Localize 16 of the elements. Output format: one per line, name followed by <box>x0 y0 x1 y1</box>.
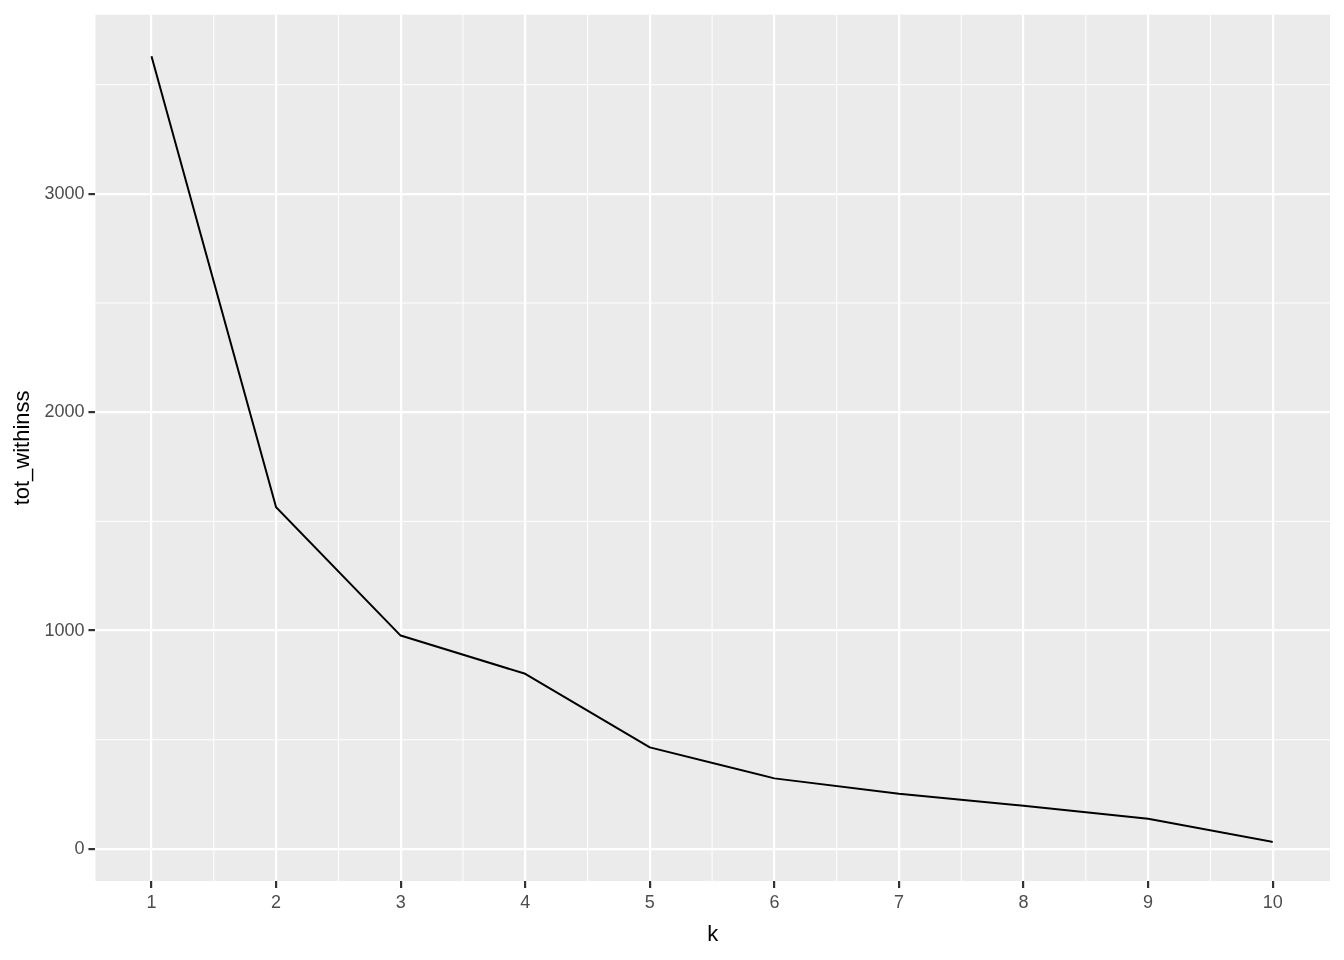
x-tick-label: 3 <box>395 891 406 912</box>
x-axis-title: k <box>707 920 720 946</box>
y-tick-label: 3000 <box>44 182 85 203</box>
y-axis-title: tot_withinss <box>9 390 35 506</box>
x-tick-label: 8 <box>1018 891 1029 912</box>
x-tick-label: 9 <box>1143 891 1154 912</box>
x-tick-label: 7 <box>893 891 904 912</box>
x-tick-label: 2 <box>271 891 282 912</box>
y-tick-label: 0 <box>74 837 85 858</box>
x-tick-label: 1 <box>146 891 157 912</box>
x-tick-label: 6 <box>769 891 780 912</box>
x-tick-label: 4 <box>520 891 531 912</box>
y-tick-label: 1000 <box>44 619 85 640</box>
x-tick-label: 5 <box>644 891 655 912</box>
x-tick-label: 10 <box>1262 891 1283 912</box>
y-tick-label: 2000 <box>44 401 85 422</box>
